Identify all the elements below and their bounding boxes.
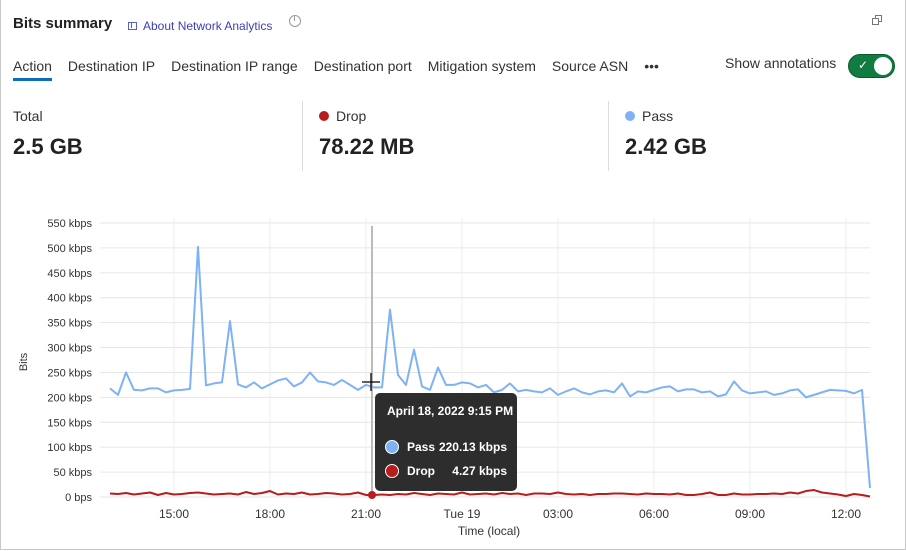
tab-action[interactable]: Action	[13, 58, 52, 81]
y-tick-label: 400 kbps	[47, 293, 92, 305]
show-annotations-label: Show annotations	[725, 55, 837, 71]
stat-value: 2.5 GB	[13, 134, 83, 159]
stat-value: 2.42 GB	[625, 134, 707, 159]
about-link-label: About Network Analytics	[143, 19, 273, 33]
tooltip-value: 220.13 kbps	[438, 440, 507, 454]
tooltip-row-pass: Pass 220.13 kbps	[385, 440, 507, 454]
tab-destination-port[interactable]: Destination port	[313, 58, 412, 74]
y-tick-label: 250 kbps	[47, 367, 92, 379]
stat-total: Total 2.5 GB	[13, 108, 83, 160]
stat-label: Drop	[336, 108, 367, 124]
y-tick-label: 0 bps	[65, 492, 92, 504]
check-icon: ✓	[858, 58, 869, 72]
y-tick-label: 450 kbps	[47, 268, 92, 280]
tooltip-row-drop: Drop 4.27 kbps	[385, 464, 507, 478]
y-tick-label: 300 kbps	[47, 343, 92, 355]
x-axis-label: Time (local)	[458, 524, 520, 538]
about-link[interactable]: About Network Analytics	[128, 19, 272, 33]
tab-mitigation-system[interactable]: Mitigation system	[427, 58, 536, 74]
y-tick-label: 200 kbps	[47, 392, 92, 404]
tooltip-value: 4.27 kbps	[452, 464, 507, 478]
divider	[302, 101, 303, 171]
stat-pass: Pass 2.42 GB	[625, 108, 707, 160]
y-tick-label: 500 kbps	[47, 243, 92, 255]
y-tick-label: 100 kbps	[47, 442, 92, 454]
tab-bar: Action Destination IP Destination IP range…	[13, 58, 659, 81]
tooltip-series: Pass	[407, 440, 436, 454]
series-line-pass	[109, 245, 871, 489]
y-tick-label: 350 kbps	[47, 318, 92, 330]
y-axis-label: Bits	[18, 352, 30, 371]
tooltip-series: Drop	[407, 464, 435, 478]
stat-value: 78.22 MB	[319, 134, 415, 159]
copy-icon[interactable]	[872, 15, 883, 26]
stat-drop: Drop 78.22 MB	[319, 108, 414, 160]
stat-label: Total	[13, 108, 43, 124]
book-icon	[128, 22, 137, 30]
tab-destination-ip[interactable]: Destination IP	[67, 58, 156, 74]
toggle-knob	[874, 57, 892, 75]
y-tick-label: 50 kbps	[53, 467, 92, 479]
y-tick-label: 550 kbps	[47, 218, 92, 230]
chart-tooltip: April 18, 2022 9:15 PM Pass 220.13 kbps D…	[375, 393, 517, 491]
hover-point-drop	[368, 491, 376, 500]
x-tick-label: Tue 19	[444, 507, 481, 521]
x-tick-label: 06:00	[639, 507, 669, 521]
panel-title: Bits summary	[13, 15, 113, 32]
divider	[608, 101, 609, 171]
x-tick-label: 09:00	[735, 507, 765, 521]
drop-dot-icon	[385, 464, 399, 478]
series-line-drop	[109, 489, 871, 498]
y-tick-label: 150 kbps	[47, 417, 92, 429]
stat-label: Pass	[642, 108, 674, 124]
tab-destination-ip-range[interactable]: Destination IP range	[171, 58, 298, 74]
show-annotations-toggle[interactable]: ✓	[848, 54, 895, 78]
x-tick-label: 18:00	[255, 507, 285, 521]
x-tick-label: 21:00	[351, 507, 381, 521]
pie-chart-icon[interactable]	[289, 15, 301, 27]
tab-more[interactable]: •••	[644, 58, 659, 74]
x-tick-label: 12:00	[831, 507, 861, 521]
x-tick-label: 15:00	[159, 507, 189, 521]
crosshair-cursor-icon	[362, 373, 380, 391]
pass-dot-icon	[385, 440, 399, 454]
pass-dot-icon	[625, 111, 635, 121]
drop-dot-icon	[319, 111, 329, 121]
x-tick-label: 03:00	[543, 507, 573, 521]
tab-source-asn[interactable]: Source ASN	[551, 58, 629, 74]
tooltip-date: April 18, 2022 9:15 PM	[387, 404, 514, 418]
